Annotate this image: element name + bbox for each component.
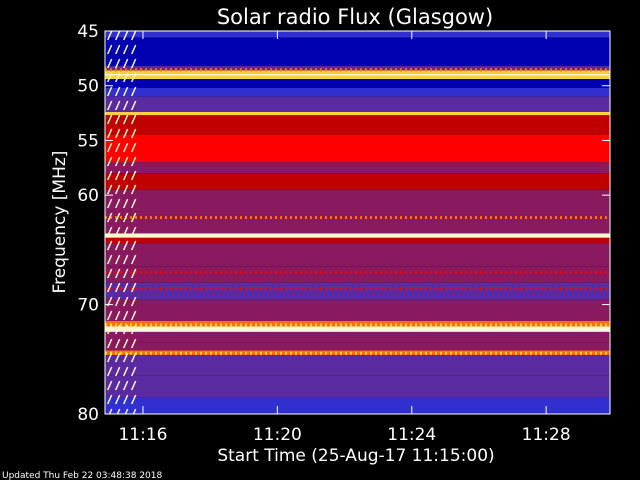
band-19 — [105, 243, 610, 267]
band-25 — [105, 331, 610, 343]
striped-line-2 — [105, 270, 607, 274]
band-1 — [105, 37, 610, 67]
y-tick-label-50: 50 — [77, 77, 99, 97]
band-26 — [105, 342, 610, 351]
striped-line-1 — [105, 216, 607, 220]
band-28 — [105, 354, 610, 376]
band-9 — [105, 111, 610, 116]
band-14 — [105, 173, 610, 190]
band-0 — [105, 31, 610, 38]
band-30 — [105, 397, 610, 414]
y-tick-label-45: 45 — [77, 22, 99, 42]
updated-timestamp: Updated Thu Feb 22 03:48:38 2018 — [2, 471, 163, 480]
band-15 — [105, 189, 610, 212]
striped-line-3 — [105, 287, 607, 291]
y-tick-label-60: 60 — [77, 186, 99, 206]
band-18 — [105, 237, 610, 244]
y-axis-label: Frequency [MHz] — [50, 151, 70, 294]
band-2 — [105, 66, 610, 71]
band-5 — [105, 75, 610, 80]
band-17 — [105, 233, 610, 238]
striped-line-4 — [105, 323, 607, 327]
x-axis-label: Start Time (25-Aug-17 11:15:00) — [217, 446, 494, 466]
striped-line-0 — [105, 68, 607, 72]
band-8 — [105, 96, 610, 112]
band-20 — [105, 266, 610, 283]
x-tick-label-11:20: 11:20 — [253, 425, 302, 445]
band-16 — [105, 211, 610, 234]
x-tick-label-11:28: 11:28 — [522, 425, 571, 445]
x-tick-label-11:24: 11:24 — [387, 425, 436, 445]
band-4 — [105, 73, 610, 76]
band-23 — [105, 320, 610, 327]
striped-line-5 — [105, 351, 607, 355]
band-3 — [105, 70, 610, 74]
x-tick-label-11:16: 11:16 — [118, 425, 167, 445]
band-7 — [105, 87, 610, 97]
chart-title: Solar radio Flux (Glasgow) — [217, 5, 493, 29]
spectrogram-plot-area — [105, 31, 610, 414]
y-tick-label-55: 55 — [77, 131, 99, 151]
y-tick-label-70: 70 — [77, 296, 99, 316]
band-24 — [105, 326, 610, 332]
y-tick-label-80: 80 — [77, 405, 99, 425]
band-22 — [105, 299, 610, 321]
band-10 — [105, 115, 610, 119]
band-27 — [105, 350, 610, 355]
band-29 — [105, 375, 610, 398]
band-12 — [105, 134, 610, 163]
band-13 — [105, 162, 610, 174]
band-11 — [105, 118, 610, 135]
y-axis: 45 50 55 60 70 80 — [77, 22, 610, 425]
x-axis: 11:16 11:20 11:24 11:28 — [118, 31, 571, 445]
band-6 — [105, 79, 610, 88]
plot-frame — [104, 30, 611, 415]
band-21 — [105, 282, 610, 300]
